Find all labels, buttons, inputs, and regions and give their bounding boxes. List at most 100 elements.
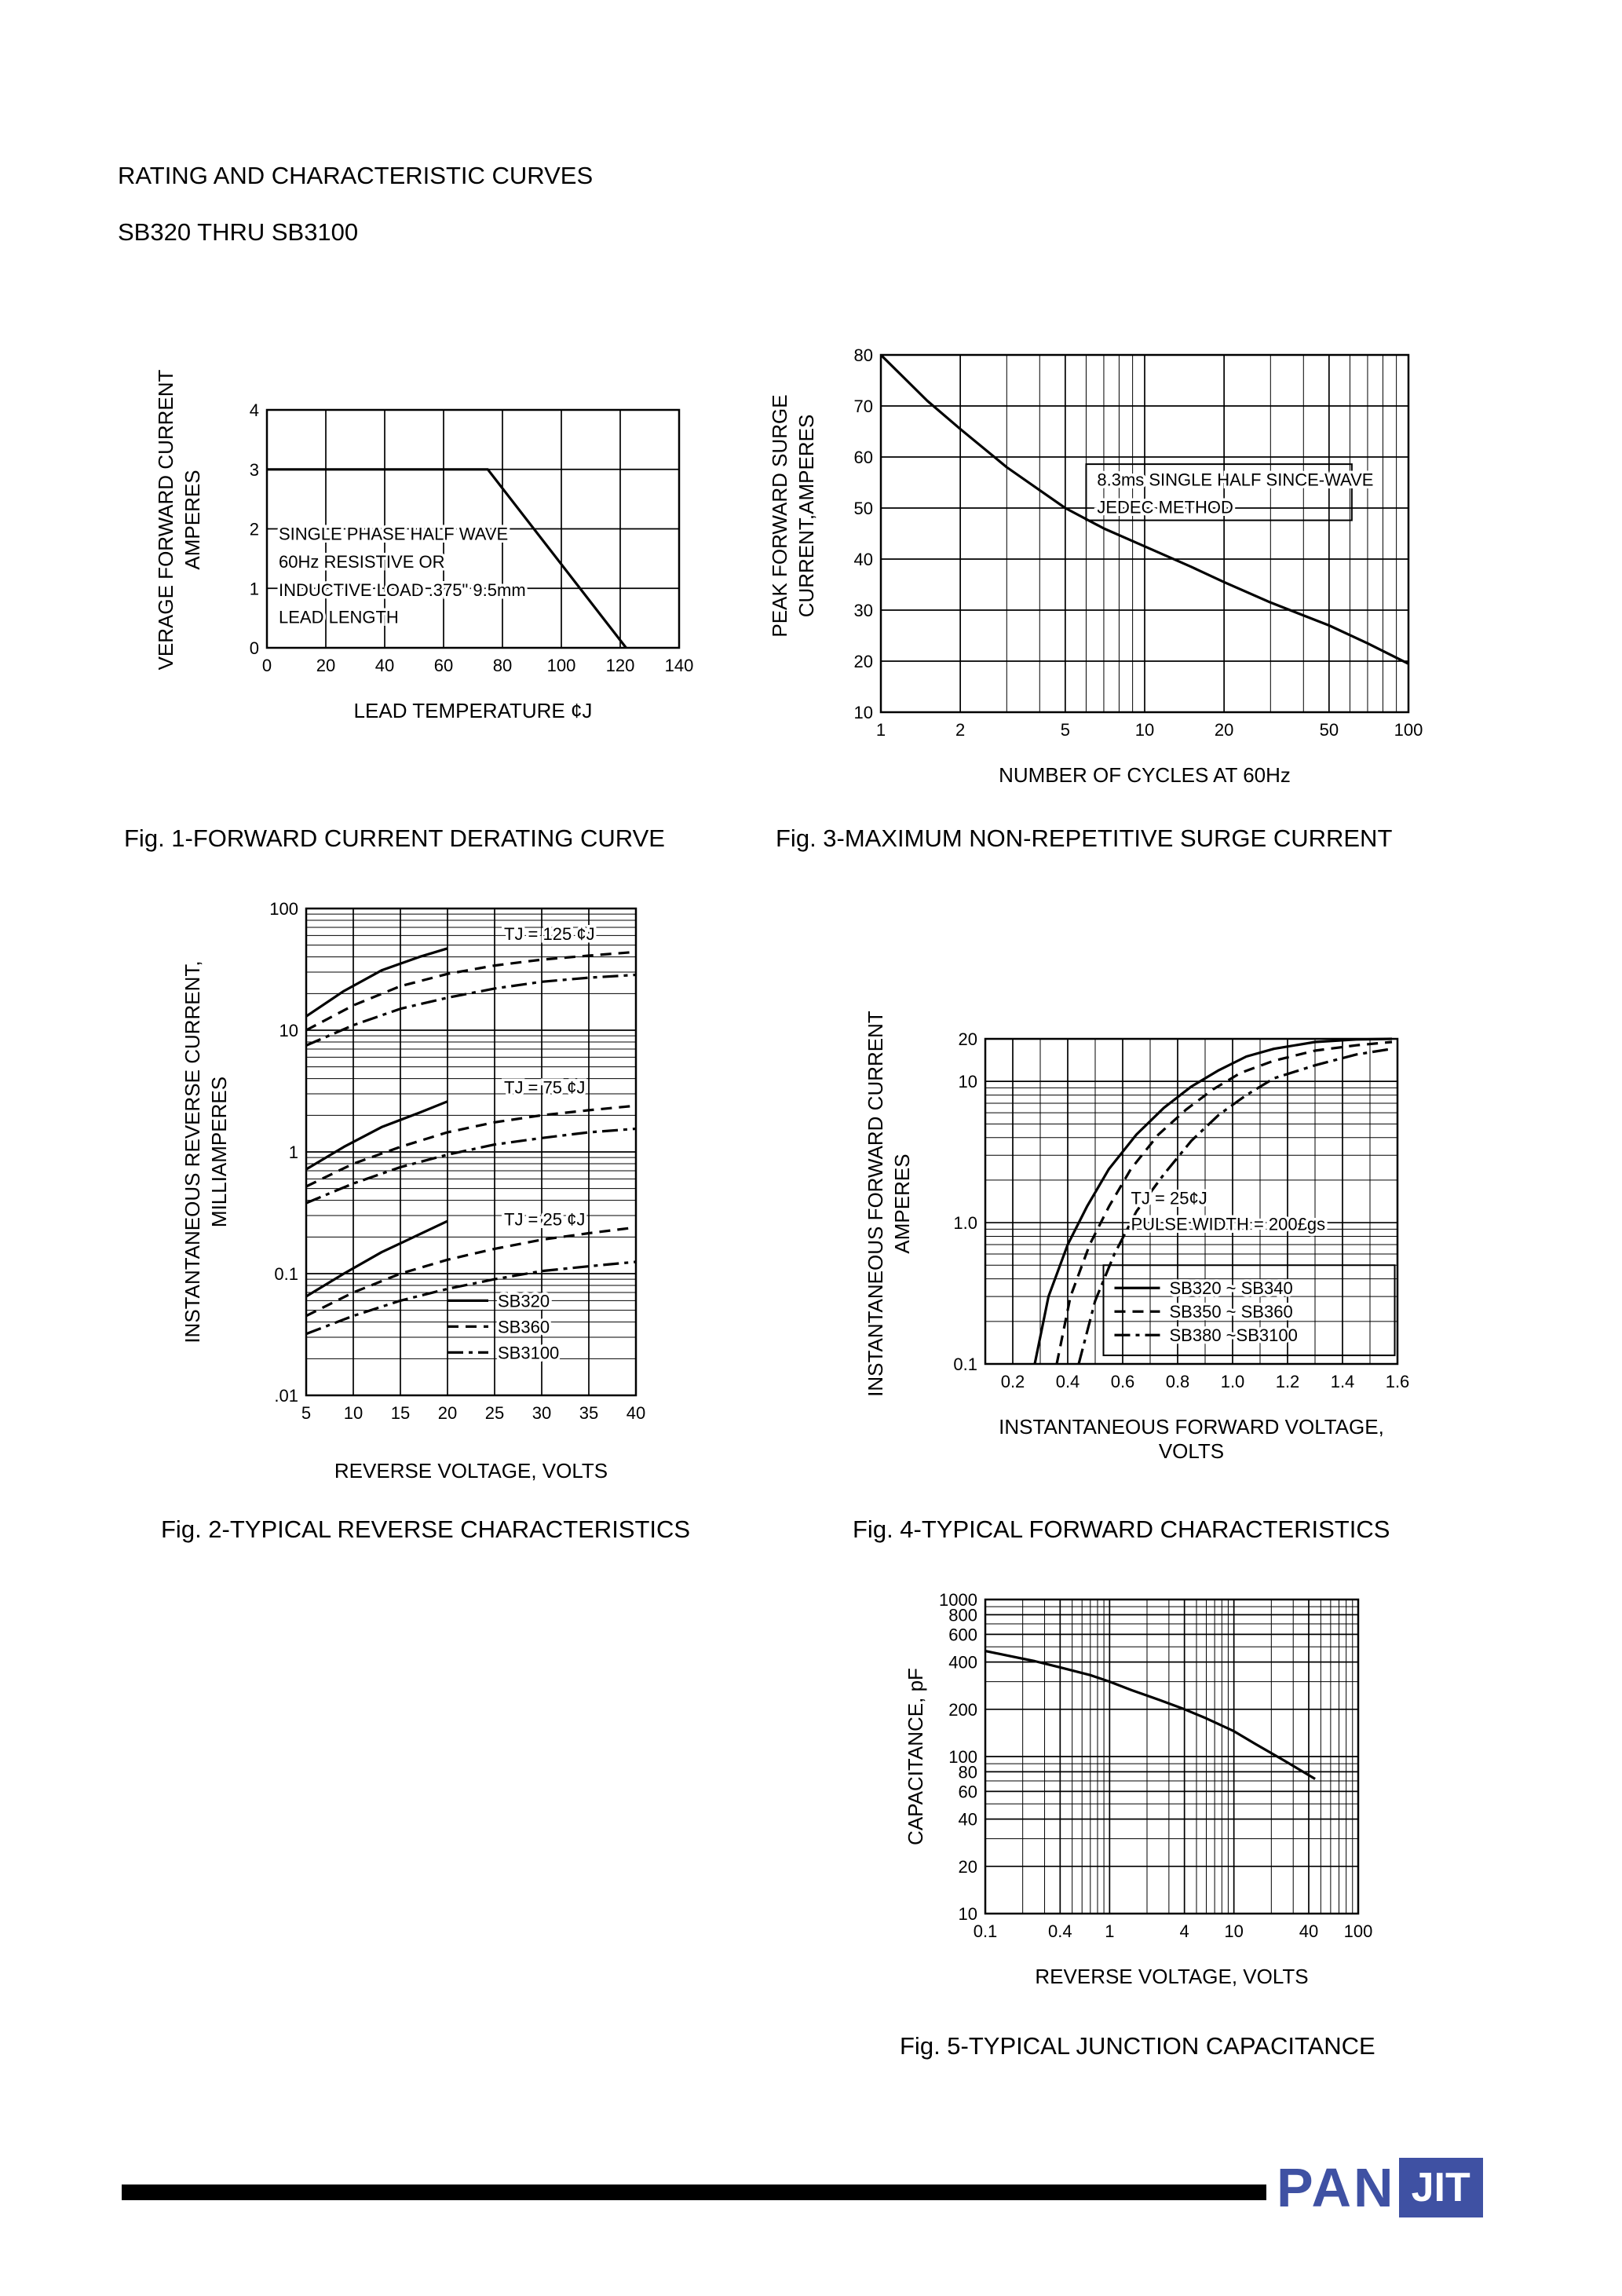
svg-text:1.6: 1.6 [1386,1372,1410,1391]
svg-text:35: 35 [579,1403,598,1423]
svg-text:40: 40 [959,1810,977,1830]
svg-text:100: 100 [269,899,298,919]
svg-text:70: 70 [854,397,873,416]
svg-text:TJ = 25 ¢J: TJ = 25 ¢J [504,1210,585,1230]
svg-text:5: 5 [1061,720,1070,740]
svg-text:100: 100 [948,1747,977,1767]
svg-text:0.1: 0.1 [974,1921,998,1941]
fig4-x-axis-label: INSTANTANEOUS FORWARD VOLTAGE, VOLTS [999,1415,1384,1463]
svg-text:10: 10 [1224,1921,1243,1941]
fig5-junction-capacitance-chart: 0.1 0.4 1 4 10 40 1001000800600400200100806040… [939,1590,1373,1941]
fig1-caption: Fig. 1-FORWARD CURRENT DERATING CURVE [124,824,665,852]
svg-text:1: 1 [1105,1921,1114,1941]
logo-pan-text: PAN [1277,2157,1396,2218]
fig2-series-sb320-tj25 [305,1219,448,1298]
svg-text:8.3ms SINGLE HALF SINCE-WAVE: 8.3ms SINGLE HALF SINCE-WAVE [1097,470,1373,490]
svg-text:60Hz RESISTIVE OR: 60Hz RESISTIVE OR [279,552,445,572]
svg-text:0: 0 [262,656,272,675]
fig3-caption: Fig. 3-MAXIMUM NON-REPETITIVE SURGE CURR… [776,824,1393,852]
fig2-caption: Fig. 2-TYPICAL REVERSE CHARACTERISTICS [161,1515,691,1543]
svg-text:1.4: 1.4 [1331,1372,1355,1391]
svg-text:TJ = 125 ¢J: TJ = 125 ¢J [504,924,595,944]
svg-text:40: 40 [627,1403,645,1423]
fig3-surge-current-chart: 1 2 5 10 20 50 100 10 20 30 40 50 60 70 80 8.3ms SINGLE… [854,345,1423,740]
svg-text:100: 100 [1394,720,1423,740]
fig3-series-surge-current [880,353,1409,665]
svg-text:20: 20 [959,1857,977,1877]
fig5-series-junction-capacitance [985,1650,1316,1780]
fig2-series-sb360-tj25 [305,1226,637,1318]
svg-text:100: 100 [547,656,576,675]
svg-text:140: 140 [665,656,694,675]
fig2-series-sb320-tj75 [305,1100,448,1171]
svg-text:SB320: SB320 [498,1291,550,1311]
svg-text:TJ = 25¢J: TJ = 25¢J [1131,1188,1207,1208]
svg-text:10: 10 [854,703,873,722]
svg-text:4: 4 [1180,1921,1189,1941]
svg-text:10: 10 [1135,720,1154,740]
svg-text:3: 3 [250,460,259,480]
svg-text:SB320 ~ SB340: SB320 ~ SB340 [1170,1278,1293,1298]
svg-text:60: 60 [959,1782,977,1801]
svg-text:1.2: 1.2 [1276,1372,1300,1391]
svg-text:2: 2 [955,720,965,740]
fig4-y-axis-label-line2: AMPERES [890,1153,914,1254]
svg-text:10: 10 [959,1904,977,1924]
fig1-derating-chart: 0 20 40 60 80 100 120 140 0 1 2 3 4 SINGLE PHASE HALF… [250,400,694,675]
svg-text:100: 100 [1344,1921,1373,1941]
fig2-series-sb3100-tj25 [305,1260,637,1336]
svg-text:SB360: SB360 [498,1317,550,1336]
fig3-y-axis-label-line2: CURRENT,AMPERES [795,414,818,618]
svg-text:800: 800 [948,1605,977,1625]
svg-text:JEDEC METHOD: JEDEC METHOD [1097,498,1233,517]
svg-text:50: 50 [1320,720,1339,740]
svg-text:1000: 1000 [939,1590,977,1610]
svg-text:60: 60 [434,656,453,675]
svg-text:10: 10 [279,1021,298,1040]
svg-text:40: 40 [854,550,873,569]
svg-text:SB3100: SB3100 [498,1343,559,1362]
svg-text:1.0: 1.0 [1221,1372,1245,1391]
svg-text:0.6: 0.6 [1111,1372,1135,1391]
svg-text:60: 60 [854,448,873,467]
svg-text:400: 400 [948,1653,977,1673]
fig5-y-axis-label: CAPACITANCE, pF [902,1600,929,1914]
fig2-series-sb320-tj125 [305,947,448,1018]
svg-text:SB380 ~SB3100: SB380 ~SB3100 [1170,1325,1298,1345]
fig1-y-axis-label: VERAGE FORWARD CURRENT AMPERES [152,316,206,724]
logo-jit-box: JIT [1398,2158,1483,2217]
fig1-y-axis-label-line2: AMPERES [181,470,204,570]
svg-text:0.4: 0.4 [1056,1372,1080,1391]
svg-text:80: 80 [854,345,873,365]
svg-text:1: 1 [250,579,259,598]
fig1-y-axis-label-line1: VERAGE FORWARD CURRENT [154,369,177,671]
svg-text:0.1: 0.1 [953,1355,977,1374]
svg-text:25: 25 [485,1403,504,1423]
svg-text:80: 80 [493,656,512,675]
svg-text:4: 4 [250,400,259,420]
svg-text:20: 20 [1215,720,1233,740]
fig2-y-axis-label-line1: INSTANTANEOUS REVERSE CURRENT, [181,960,204,1344]
svg-text:200: 200 [948,1700,977,1720]
svg-text:10: 10 [959,1072,977,1091]
page-title: RATING AND CHARACTERISTIC CURVES [118,162,594,189]
fig4-y-axis-label-line1: INSTANTANEOUS FORWARD CURRENT [864,1011,887,1397]
fig3-y-axis-label: PEAK FORWARD SURGE CURRENT,AMPERES [766,312,820,720]
svg-text:20: 20 [854,652,873,671]
fig2-series-sb360-tj125 [305,950,637,1032]
fig5-y-axis-label-line1: CAPACITANCE, pF [904,1668,927,1845]
svg-text:TJ = 75 ¢J: TJ = 75 ¢J [504,1078,585,1098]
fig4-caption: Fig. 4-TYPICAL FORWARD CHARACTERISTICS [853,1515,1390,1543]
svg-text:50: 50 [854,499,873,518]
footer-rule [122,2184,1266,2200]
svg-text:10: 10 [344,1403,363,1423]
svg-text:5: 5 [301,1403,311,1423]
svg-text:SINGLE PHASE HALF WAVE: SINGLE PHASE HALF WAVE [279,525,508,544]
fig4-y-axis-label: INSTANTANEOUS FORWARD CURRENT AMPERES [862,984,915,1424]
panjit-logo: PAN JIT [1277,2156,1483,2219]
svg-text:20: 20 [959,1029,977,1049]
svg-text:80: 80 [959,1762,977,1782]
fig4-series-sb380-sb3100 [1077,1047,1393,1365]
fig5-x-axis-label: REVERSE VOLTAGE, VOLTS [1035,1965,1309,1988]
